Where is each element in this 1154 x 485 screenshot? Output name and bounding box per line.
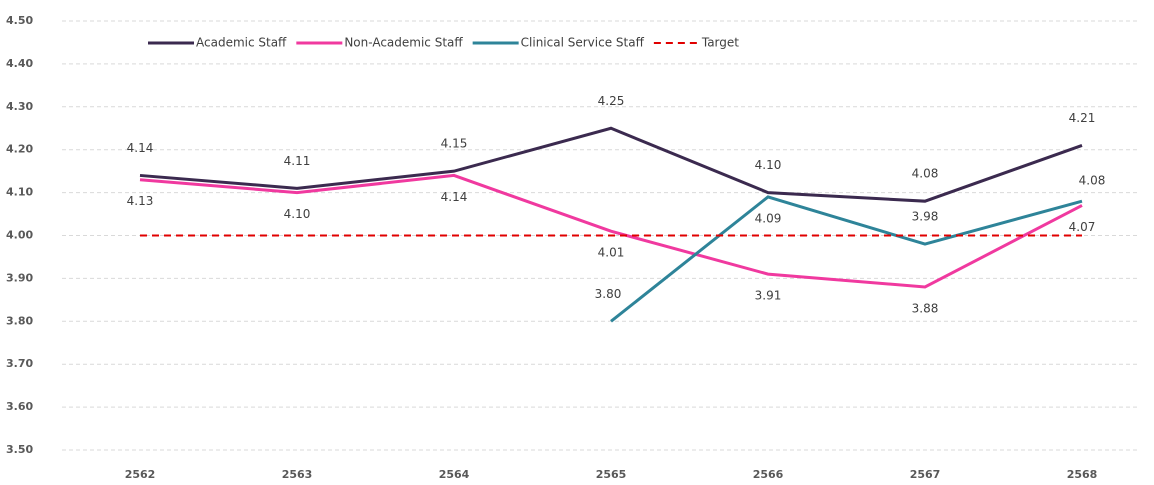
data-label: 3.88 [912,301,939,315]
y-tick-label: 3.80 [6,314,33,327]
x-tick-label: 2563 [282,468,313,481]
data-label: 4.01 [598,246,625,260]
data-label: 4.21 [1069,111,1096,125]
x-tick-label: 2565 [596,468,627,481]
y-tick-label: 4.50 [6,14,33,27]
data-label: 3.80 [595,287,622,301]
y-tick-label: 3.50 [6,443,33,456]
legend-label: Target [701,36,739,50]
y-tick-label: 4.40 [6,57,33,70]
y-tick-label: 3.90 [6,271,33,284]
x-tick-label: 2568 [1067,468,1098,481]
x-tick-label: 2566 [753,468,784,481]
y-tick-label: 3.70 [6,357,33,370]
data-label: 3.91 [755,289,782,303]
series-line [139,126,1083,203]
data-label: 4.10 [755,158,782,172]
data-label: 4.15 [441,137,468,151]
y-tick-label: 4.10 [6,186,33,199]
y-tick-label: 4.00 [6,229,33,242]
data-label: 4.14 [127,141,154,155]
x-tick-label: 2562 [125,468,156,481]
series-line [139,173,1083,289]
legend-label: Non-Academic Staff [344,36,463,50]
data-label: 4.08 [1079,174,1106,188]
data-label: 4.10 [284,207,311,221]
data-label: 4.25 [598,94,625,108]
series-line [610,195,1083,323]
legend-label: Academic Staff [196,36,287,50]
x-tick-label: 2564 [439,468,470,481]
y-tick-label: 4.30 [6,100,33,113]
y-tick-label: 4.20 [6,143,33,156]
data-label: 4.08 [912,167,939,181]
data-label: 4.14 [441,190,468,204]
data-label: 4.11 [284,154,311,168]
y-tick-label: 3.60 [6,400,33,413]
data-label: 3.98 [912,210,939,224]
data-label: 4.07 [1069,220,1096,234]
legend-label: Clinical Service Staff [521,36,645,50]
data-label: 4.13 [127,194,154,208]
x-tick-label: 2567 [910,468,941,481]
data-label: 4.09 [755,211,782,225]
